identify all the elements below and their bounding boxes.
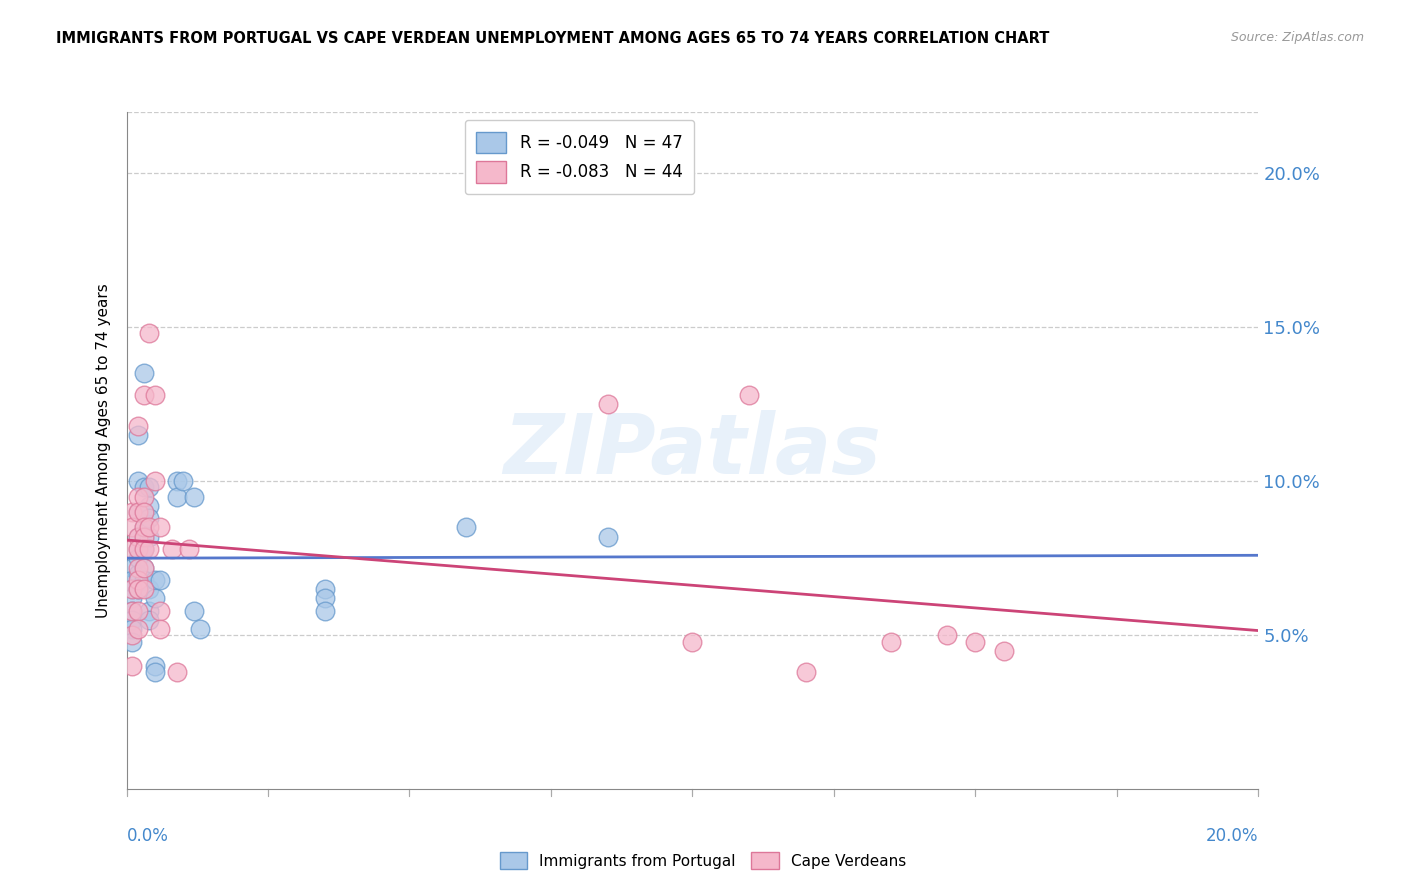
Point xyxy=(127,418,149,433)
Point xyxy=(166,665,188,680)
Point xyxy=(188,622,211,636)
Point xyxy=(314,604,336,618)
Point xyxy=(132,530,155,544)
Text: IMMIGRANTS FROM PORTUGAL VS CAPE VERDEAN UNEMPLOYMENT AMONG AGES 65 TO 74 YEARS : IMMIGRANTS FROM PORTUGAL VS CAPE VERDEAN… xyxy=(56,31,1050,46)
Point xyxy=(121,604,143,618)
Point xyxy=(127,560,149,574)
Point xyxy=(149,622,172,636)
Point xyxy=(138,530,160,544)
Point xyxy=(138,480,160,494)
Point xyxy=(121,591,143,606)
Point xyxy=(166,475,188,489)
Point xyxy=(132,582,155,596)
Point xyxy=(132,560,155,574)
Point xyxy=(127,428,149,442)
Point xyxy=(121,560,143,574)
Point xyxy=(138,542,160,557)
Point xyxy=(794,665,817,680)
Text: Source: ZipAtlas.com: Source: ZipAtlas.com xyxy=(1230,31,1364,45)
Point xyxy=(132,480,155,494)
Point xyxy=(132,560,155,574)
Point xyxy=(132,367,155,381)
Point xyxy=(121,659,143,673)
Point xyxy=(149,520,172,534)
Point xyxy=(127,475,149,489)
Point xyxy=(121,582,143,596)
Point xyxy=(121,573,143,587)
Point xyxy=(127,566,149,581)
Point xyxy=(160,542,183,557)
Point xyxy=(138,613,160,627)
Point xyxy=(127,604,149,618)
Point xyxy=(121,520,143,534)
Point xyxy=(936,628,959,642)
Point xyxy=(138,511,160,525)
Point xyxy=(127,573,149,587)
Point xyxy=(121,622,143,636)
Point xyxy=(879,634,901,648)
Point xyxy=(132,490,155,504)
Text: 20.0%: 20.0% xyxy=(1206,827,1258,845)
Point xyxy=(149,573,172,587)
Point xyxy=(132,505,155,519)
Point xyxy=(456,520,478,534)
Point xyxy=(149,604,172,618)
Point xyxy=(138,326,160,341)
Point xyxy=(121,582,143,596)
Point xyxy=(682,634,704,648)
Point xyxy=(132,542,155,557)
Point xyxy=(132,573,155,587)
Point xyxy=(127,622,149,636)
Point xyxy=(127,582,149,596)
Point xyxy=(127,505,149,519)
Point xyxy=(121,505,143,519)
Point xyxy=(596,530,619,544)
Point xyxy=(127,530,149,544)
Text: ZIPatlas: ZIPatlas xyxy=(503,410,882,491)
Point xyxy=(596,397,619,411)
Point xyxy=(132,388,155,402)
Point xyxy=(183,490,205,504)
Point xyxy=(166,490,188,504)
Point xyxy=(143,573,166,587)
Point xyxy=(138,604,160,618)
Point xyxy=(172,475,194,489)
Point xyxy=(738,388,761,402)
Point xyxy=(143,591,166,606)
Point xyxy=(121,628,143,642)
Point xyxy=(127,505,149,519)
Point xyxy=(127,490,149,504)
Legend: Immigrants from Portugal, Cape Verdeans: Immigrants from Portugal, Cape Verdeans xyxy=(494,846,912,875)
Point xyxy=(138,499,160,513)
Y-axis label: Unemployment Among Ages 65 to 74 years: Unemployment Among Ages 65 to 74 years xyxy=(96,283,111,618)
Point xyxy=(127,530,149,544)
Point xyxy=(127,551,149,566)
Point xyxy=(121,613,143,627)
Point xyxy=(183,604,205,618)
Point xyxy=(132,520,155,534)
Point xyxy=(121,542,143,557)
Point xyxy=(138,520,160,534)
Point xyxy=(132,542,155,557)
Point xyxy=(965,634,987,648)
Point xyxy=(127,582,149,596)
Point xyxy=(127,542,149,557)
Point xyxy=(143,659,166,673)
Point xyxy=(314,582,336,596)
Point xyxy=(121,634,143,648)
Point xyxy=(132,520,155,534)
Point xyxy=(121,604,143,618)
Point xyxy=(138,582,160,596)
Text: 0.0%: 0.0% xyxy=(127,827,169,845)
Legend: R = -0.049   N = 47, R = -0.083   N = 44: R = -0.049 N = 47, R = -0.083 N = 44 xyxy=(464,120,695,194)
Point xyxy=(177,542,200,557)
Point xyxy=(993,644,1015,658)
Point xyxy=(132,530,155,544)
Point xyxy=(127,542,149,557)
Point xyxy=(132,505,155,519)
Point xyxy=(143,475,166,489)
Point xyxy=(314,591,336,606)
Point xyxy=(143,388,166,402)
Point xyxy=(143,665,166,680)
